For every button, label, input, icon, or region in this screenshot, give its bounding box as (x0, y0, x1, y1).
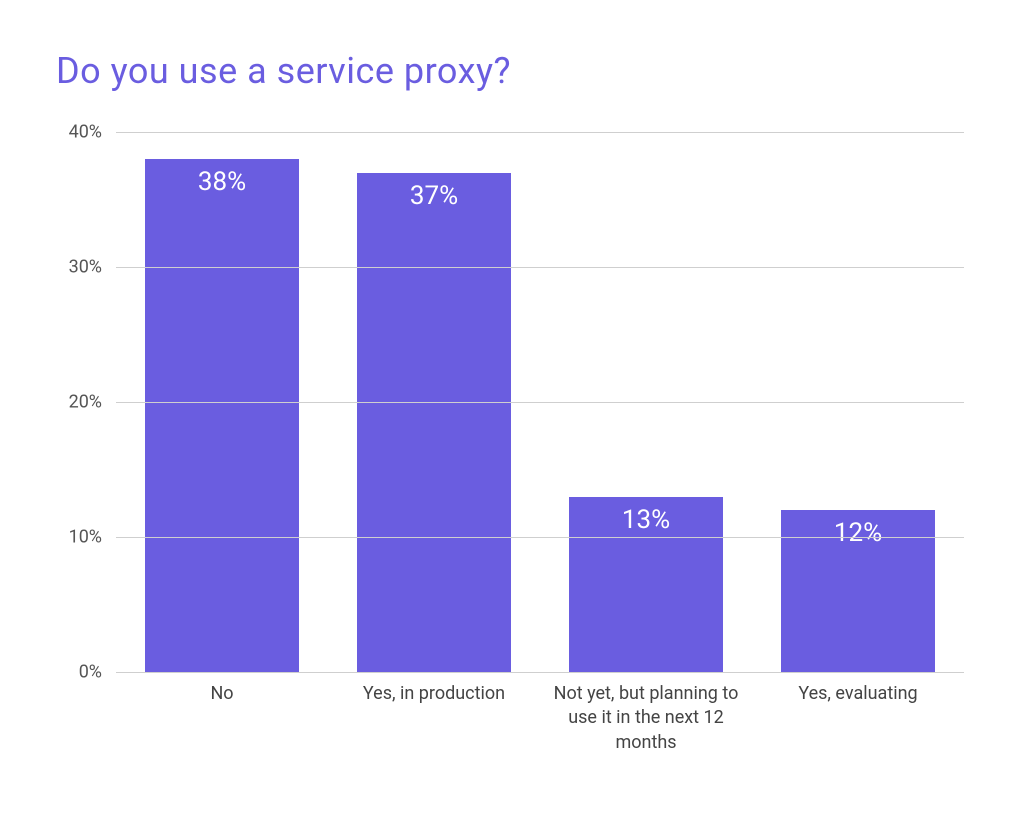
plot-area: 38% 37% 13% 12% (116, 132, 964, 672)
bar: 37% (357, 173, 512, 673)
y-axis-label: 10% (69, 527, 116, 548)
chart-area: 38% 37% 13% 12% (56, 132, 984, 772)
grid-line (116, 267, 964, 268)
bar: 12% (781, 510, 936, 672)
grid-line (116, 537, 964, 538)
x-axis-labels: No Yes, in production Not yet, but plann… (116, 672, 964, 772)
bar: 38% (145, 159, 300, 672)
bar-value-label: 37% (357, 181, 512, 211)
bar-value-label: 12% (781, 518, 936, 548)
y-axis-label: 20% (69, 392, 116, 413)
grid-line (116, 402, 964, 403)
y-axis-label: 0% (79, 662, 116, 683)
bar-value-label: 13% (569, 505, 724, 535)
bar-value-label: 38% (145, 167, 300, 197)
y-axis-label: 30% (69, 257, 116, 278)
x-axis-label: Yes, evaluating (752, 672, 964, 772)
x-axis-label: Not yet, but planning to use it in the n… (540, 672, 752, 772)
y-axis-label: 40% (69, 122, 116, 143)
chart-title: Do you use a service proxy? (56, 50, 984, 92)
x-axis-label: No (116, 672, 328, 772)
bar: 13% (569, 497, 724, 673)
chart-container: Do you use a service proxy? 38% 37% 13% (0, 0, 1024, 817)
x-axis-label: Yes, in production (328, 672, 540, 772)
grid-line (116, 132, 964, 133)
